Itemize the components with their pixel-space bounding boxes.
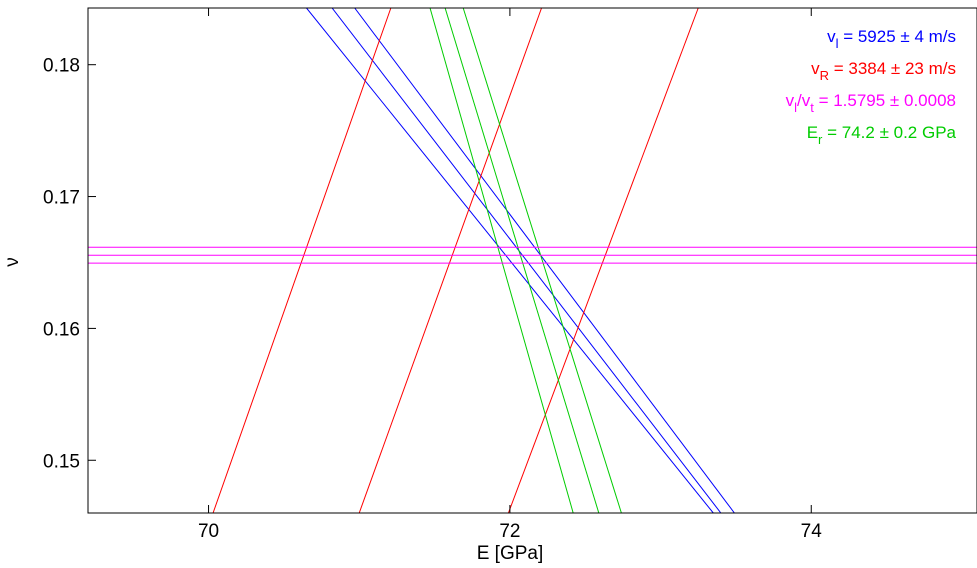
- y-tick-label: 0.16: [43, 319, 80, 340]
- y-tick-label: 0.15: [43, 451, 80, 472]
- x-axis-label: E [GPa]: [477, 543, 544, 564]
- series-line-8: [444, 8, 600, 513]
- series-line-5: [358, 8, 543, 513]
- y-tick-label: 0.18: [43, 56, 80, 77]
- series-line-2: [331, 8, 722, 513]
- series-line-3: [354, 8, 735, 513]
- series-layer: [88, 8, 977, 513]
- series-line-4: [212, 8, 392, 513]
- legend-entry-4: Er = 74.2 ± 0.2 GPa: [807, 123, 957, 147]
- y-tick-label: 0.17: [43, 188, 80, 209]
- legend-entry-3: vl/vt = 1.5795 ± 0.0008: [786, 91, 956, 115]
- series-line-6: [507, 8, 699, 513]
- x-tick-label: 70: [198, 521, 219, 542]
- legend-entry-1: vl = 5925 ± 4 m/s: [827, 27, 956, 51]
- series-line-1: [306, 8, 714, 513]
- series-line-7: [429, 8, 574, 513]
- y-axis-label: ν: [2, 257, 23, 267]
- plot-frame: [87, 7, 977, 514]
- x-tick-label: 74: [801, 521, 823, 542]
- legend: vl = 5925 ± 4 m/s vR = 3384 ± 23 m/s vl/vt…: [786, 27, 957, 147]
- ticks-layer: 70 72 74 0.15 0.16 0.17 0.18: [43, 8, 822, 542]
- x-tick-label: 72: [499, 521, 520, 542]
- legend-entry-2: vR = 3384 ± 23 m/s: [811, 59, 956, 83]
- series-line-9: [462, 8, 622, 513]
